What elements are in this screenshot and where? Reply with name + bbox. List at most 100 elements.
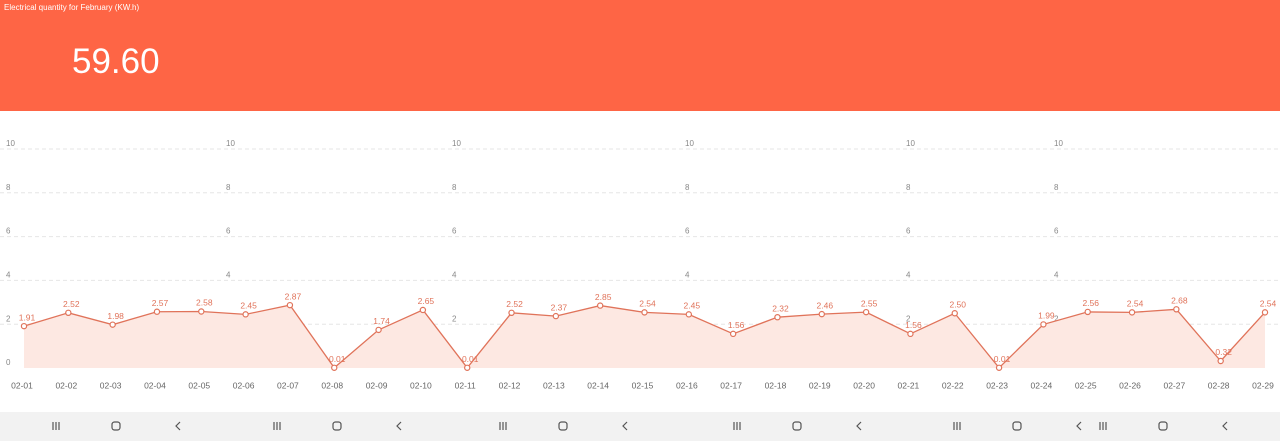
- value-label: 2.55: [861, 298, 878, 308]
- x-tick-label: 02-24: [1031, 380, 1053, 390]
- point: [464, 364, 471, 371]
- value-label: 2.45: [684, 301, 701, 311]
- nav-back-icon: [175, 421, 181, 431]
- nav-back-icon: [1076, 421, 1082, 431]
- value-label: 2.54: [639, 299, 656, 309]
- y-tick-label: 10: [226, 139, 235, 148]
- y-tick-label: 6: [1054, 227, 1059, 236]
- nav-back-icon: [1222, 421, 1228, 431]
- point: [508, 309, 515, 317]
- y-tick-label: 10: [685, 139, 694, 148]
- y-tick-label: 10: [6, 139, 15, 148]
- point: [818, 310, 825, 318]
- y-tick-label: 4: [685, 271, 690, 280]
- point: [596, 302, 604, 309]
- x-tick-label: 02-08: [321, 380, 343, 390]
- point: [1217, 357, 1224, 365]
- value-label: 2.37: [551, 302, 568, 312]
- value-label: 1.91: [19, 312, 36, 322]
- point: [242, 311, 249, 318]
- y-tick-label: 8: [1054, 183, 1059, 192]
- x-tick-label: 02-17: [720, 380, 742, 390]
- x-tick-label: 02-01: [11, 380, 33, 390]
- nav-home-icon: [332, 421, 342, 431]
- x-tick-label: 02-10: [410, 380, 432, 390]
- point: [1261, 309, 1269, 316]
- x-tick-label: 02-20: [853, 380, 875, 390]
- y-tick-label: 8: [685, 183, 690, 192]
- x-tick-label: 02-03: [100, 380, 122, 390]
- x-tick-label: 02-22: [942, 380, 964, 390]
- x-tick-label: 02-16: [676, 380, 698, 390]
- point: [419, 306, 427, 314]
- x-tick-label: 02-04: [144, 380, 166, 390]
- x-tick-label: 02-23: [986, 380, 1008, 390]
- x-tick-label: 02-19: [809, 380, 831, 390]
- point: [198, 308, 205, 315]
- value-label: 0.01: [462, 354, 479, 364]
- y-tick-label: 8: [6, 183, 11, 192]
- value-label: 2.32: [772, 303, 789, 313]
- x-tick-label: 02-27: [1163, 380, 1185, 390]
- point: [951, 310, 958, 317]
- nav-bar: [0, 412, 1280, 441]
- value-label: 1.74: [373, 316, 390, 326]
- y-tick-label: 4: [226, 271, 231, 280]
- value-label: 2.85: [595, 292, 612, 302]
- x-tick-label: 02-28: [1208, 380, 1230, 390]
- value-label: 0.01: [329, 354, 346, 364]
- value-label: 2.52: [63, 299, 80, 309]
- value-label: 2.54: [1260, 299, 1277, 309]
- x-tick-label: 02-02: [55, 380, 77, 390]
- y-tick-label: 10: [1054, 139, 1063, 148]
- y-tick-label: 10: [906, 139, 915, 148]
- y-tick-label: 4: [1054, 271, 1059, 280]
- nav-home-icon: [1158, 421, 1168, 431]
- x-tick-label: 02-29: [1252, 380, 1274, 390]
- nav-home-icon: [1012, 421, 1022, 431]
- point: [1173, 306, 1180, 313]
- y-tick-label: 2: [906, 314, 911, 323]
- point: [20, 322, 28, 330]
- y-tick-label: 6: [6, 227, 11, 236]
- y-tick-label: 4: [6, 271, 11, 280]
- y-tick-label: 6: [685, 227, 690, 236]
- y-tick-label: 6: [226, 227, 231, 236]
- x-tick-label: 02-12: [499, 380, 521, 390]
- y-tick-label: 6: [452, 227, 457, 236]
- point: [65, 309, 72, 317]
- y-tick-label: 2: [6, 314, 11, 323]
- y-tick-label: 6: [906, 227, 911, 236]
- value-label: 2.52: [506, 299, 523, 309]
- point: [109, 321, 116, 328]
- point: [641, 309, 648, 316]
- value-label: 1.99: [1038, 311, 1055, 321]
- point: [862, 308, 870, 316]
- x-tick-label: 02-13: [543, 380, 565, 390]
- point: [552, 312, 560, 320]
- x-tick-label: 02-05: [188, 380, 210, 390]
- value-label: 2.46: [817, 300, 834, 310]
- area: [24, 305, 1265, 368]
- point: [1128, 309, 1136, 316]
- point: [331, 364, 338, 371]
- y-tick-label: 10: [452, 139, 461, 148]
- value-label: 1.56: [905, 320, 922, 330]
- nav-home-icon: [111, 421, 121, 431]
- y-tick-label: 2: [1054, 314, 1059, 323]
- x-tick-label: 02-21: [898, 380, 920, 390]
- y-tick-label: 2: [452, 314, 457, 323]
- point: [1084, 308, 1091, 316]
- point: [907, 330, 914, 338]
- value-label: 2.50: [949, 300, 966, 310]
- value-label: 2.56: [1082, 298, 1099, 308]
- point: [729, 330, 737, 338]
- value-label: 2.68: [1171, 296, 1188, 306]
- point: [375, 326, 382, 334]
- x-tick-label: 02-15: [632, 380, 654, 390]
- header-title: Electrical quantity for February (KW.h): [4, 3, 140, 12]
- y-tick-label: 8: [226, 183, 231, 192]
- y-tick-label: 8: [452, 183, 457, 192]
